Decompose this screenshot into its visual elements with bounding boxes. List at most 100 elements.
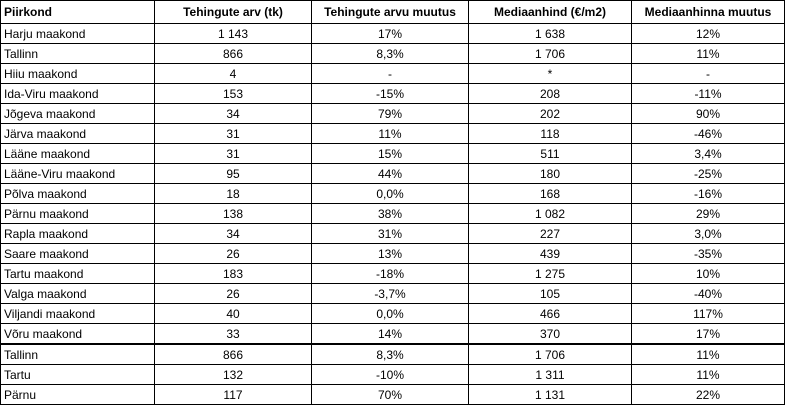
region-cell: Jõgeva maakond — [0, 103, 155, 124]
transaction-count-cell: 866 — [154, 43, 312, 64]
county-row: Pärnu maakond 138 38% 1 082 29% — [0, 203, 785, 224]
transaction-count-cell: 95 — [154, 163, 312, 184]
transaction-count-cell: 26 — [154, 283, 312, 304]
median-price-change-cell: 11% — [631, 43, 785, 64]
median-price-cell: 466 — [468, 303, 632, 324]
median-price-cell: 1 311 — [468, 364, 632, 385]
county-row: Ida-Viru maakond 153 -15% 208 -11% — [0, 83, 785, 104]
transaction-count-cell: 4 — [154, 63, 312, 84]
transaction-count-cell: 117 — [154, 384, 312, 405]
transaction-count-cell: 31 — [154, 143, 312, 164]
county-row: Viljandi maakond 40 0,0% 466 117% — [0, 303, 785, 324]
region-cell: Harju maakond — [0, 23, 155, 44]
city-row: Tallinn 866 8,3% 1 706 11% — [0, 343, 785, 365]
transaction-change-cell: 44% — [311, 163, 469, 184]
county-row: Põlva maakond 18 0,0% 168 -16% — [0, 183, 785, 204]
median-price-change-cell: 22% — [631, 384, 785, 405]
table-body: Harju maakond 1 143 17% 1 638 12% Tallinn 866 8… — [0, 23, 785, 405]
table-header: Piirkond Tehingute arv (tk) Tehingute ar… — [0, 0, 785, 24]
median-price-cell: 370 — [468, 323, 632, 345]
median-price-cell: 1 638 — [468, 23, 632, 44]
county-row: Järva maakond 31 11% 118 -46% — [0, 123, 785, 144]
county-row: Hiiu maakond 4- * - — [0, 63, 785, 84]
median-price-change-cell: 11% — [631, 364, 785, 385]
median-price-cell: 208 — [468, 83, 632, 104]
median-price-change-cell: 117% — [631, 303, 785, 324]
median-price-cell: 511 — [468, 143, 632, 164]
transaction-count-cell: 1 143 — [154, 23, 312, 44]
median-price-change-cell: 10% — [631, 263, 785, 284]
transaction-count-cell: 40 — [154, 303, 312, 324]
transaction-change-cell: 31% — [311, 223, 469, 244]
transaction-count-cell: 26 — [154, 243, 312, 264]
transaction-count-cell: 18 — [154, 183, 312, 204]
transaction-change-cell: -15% — [311, 83, 469, 104]
median-price-cell: 439 — [468, 243, 632, 264]
transaction-count-cell: 33 — [154, 323, 312, 345]
median-price-change-cell: 11% — [631, 343, 785, 365]
header-row: Piirkond Tehingute arv (tk) Tehingute ar… — [0, 0, 785, 24]
median-price-change-cell: -16% — [631, 183, 785, 204]
region-cell: Rapla maakond — [0, 223, 155, 244]
region-cell: Lääne maakond — [0, 143, 155, 164]
transaction-count-cell: 138 — [154, 203, 312, 224]
median-price-change-cell: 3,4% — [631, 143, 785, 164]
region-cell: Pärnu maakond — [0, 203, 155, 224]
median-price-cell: 1 131 — [468, 384, 632, 405]
county-row: Tallinn 866 8,3% 1 706 11% — [0, 43, 785, 64]
median-price-cell: * — [468, 63, 632, 84]
transaction-change-cell: 70% — [311, 384, 469, 405]
region-cell: Tartu — [0, 364, 155, 385]
region-cell: Lääne-Viru maakond — [0, 163, 155, 184]
median-price-cell: 1 706 — [468, 43, 632, 64]
transaction-change-cell: 8,3% — [311, 343, 469, 365]
transaction-change-cell: 0,0% — [311, 303, 469, 324]
median-price-cell: 180 — [468, 163, 632, 184]
transaction-change-cell: 38% — [311, 203, 469, 224]
transaction-change-cell: 0,0% — [311, 183, 469, 204]
region-cell: Võru maakond — [0, 323, 155, 345]
median-price-cell: 105 — [468, 283, 632, 304]
header-median-price-change: Mediaanhinna muutus — [631, 0, 785, 24]
median-price-cell: 1 706 — [468, 343, 632, 365]
region-cell: Tallinn — [0, 43, 155, 64]
transaction-change-cell: 17% — [311, 23, 469, 44]
transaction-change-cell: 79% — [311, 103, 469, 124]
median-price-change-cell: -40% — [631, 283, 785, 304]
transaction-change-cell: 13% — [311, 243, 469, 264]
median-price-change-cell: 17% — [631, 323, 785, 345]
county-row: Valga maakond 26 -3,7% 105 -40% — [0, 283, 785, 304]
median-price-change-cell: -35% — [631, 243, 785, 264]
median-price-change-cell: 29% — [631, 203, 785, 224]
header-transaction-change: Tehingute arvu muutus — [311, 0, 469, 24]
region-cell: Pärnu — [0, 384, 155, 405]
region-cell: Hiiu maakond — [0, 63, 155, 84]
region-cell: Viljandi maakond — [0, 303, 155, 324]
median-price-change-cell: 3,0% — [631, 223, 785, 244]
median-price-cell: 118 — [468, 123, 632, 144]
median-price-change-cell: -46% — [631, 123, 785, 144]
transaction-change-cell: -3,7% — [311, 283, 469, 304]
median-price-cell: 202 — [468, 103, 632, 124]
county-row: Jõgeva maakond 34 79% 202 90% — [0, 103, 785, 124]
transaction-count-cell: 31 — [154, 123, 312, 144]
transaction-change-cell: -10% — [311, 364, 469, 385]
county-row: Lääne maakond 31 15% 511 3,4% — [0, 143, 785, 164]
median-price-cell: 1 275 — [468, 263, 632, 284]
median-price-cell: 227 — [468, 223, 632, 244]
county-row: Tartu maakond 183 -18% 1 275 10% — [0, 263, 785, 284]
region-cell: Valga maakond — [0, 283, 155, 304]
county-row: Võru maakond 33 14% 370 17% — [0, 323, 785, 345]
header-transaction-count: Tehingute arv (tk) — [154, 0, 312, 24]
transaction-change-cell: - — [311, 63, 469, 84]
header-median-price: Mediaanhind (€/m2) — [468, 0, 632, 24]
transaction-count-cell: 34 — [154, 223, 312, 244]
region-cell: Tartu maakond — [0, 263, 155, 284]
transaction-change-cell: 8,3% — [311, 43, 469, 64]
transaction-count-cell: 183 — [154, 263, 312, 284]
median-price-change-cell: -11% — [631, 83, 785, 104]
median-price-cell: 168 — [468, 183, 632, 204]
transaction-change-cell: 14% — [311, 323, 469, 345]
transaction-change-cell: -18% — [311, 263, 469, 284]
